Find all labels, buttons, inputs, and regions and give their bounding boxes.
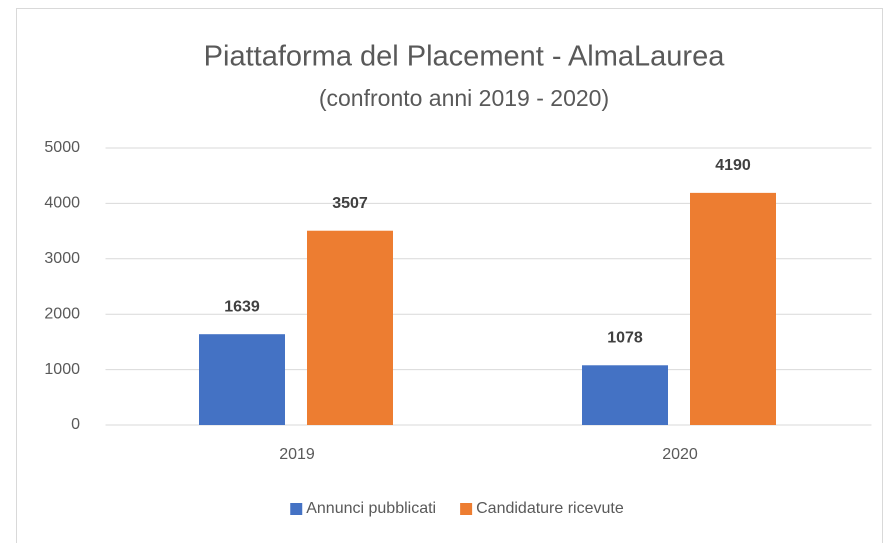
bar [307,230,393,425]
value-label: 1639 [224,298,260,315]
legend-label: Candidature ricevute [476,500,624,517]
value-label: 3507 [332,195,368,212]
y-tick-label: 5000 [44,139,80,156]
value-label: 4190 [715,157,751,174]
bar [690,192,776,425]
y-tick-label: 0 [71,416,80,433]
legend-swatch [460,503,473,515]
x-tick-label: 2020 [662,446,698,463]
bar [582,365,668,425]
y-tick-label: 4000 [44,195,80,212]
legend-label: Annunci pubblicati [306,500,436,517]
y-tick-label: 3000 [44,250,80,267]
value-label: 1078 [607,329,643,346]
bar [199,334,285,425]
chart-subtitle: (confronto anni 2019 - 2020) [319,85,609,111]
y-tick-label: 1000 [44,361,80,378]
y-tick-label: 2000 [44,305,80,322]
chart-title: Piattaforma del Placement - AlmaLaurea [204,41,726,73]
x-tick-label: 2019 [279,446,315,463]
legend-swatch [290,503,303,515]
